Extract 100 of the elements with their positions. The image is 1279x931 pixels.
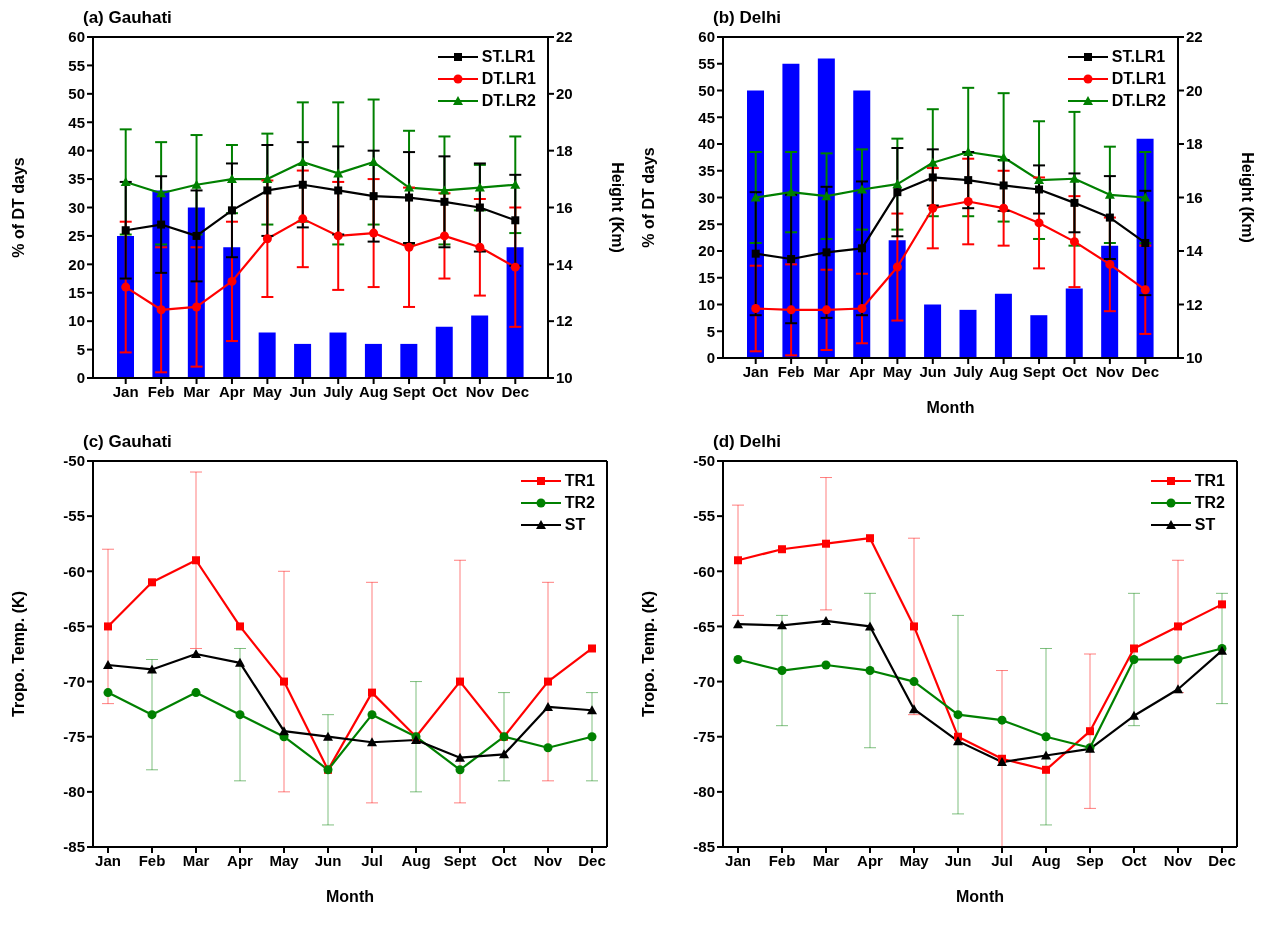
y2-tick-label: 22 bbox=[1186, 28, 1203, 46]
legend-label: TR2 bbox=[1194, 494, 1225, 512]
y-axis-title: Tropo. Temp. (K) bbox=[9, 591, 27, 717]
legend-label: TR1 bbox=[564, 472, 595, 490]
y-tick-label: 15 bbox=[698, 269, 715, 287]
x-tick-label: Jul bbox=[991, 851, 1013, 869]
legend-label: TR2 bbox=[564, 494, 595, 512]
y-tick-label: 30 bbox=[68, 198, 85, 216]
y-tick-label: 10 bbox=[68, 312, 85, 330]
y-tick-label: -80 bbox=[63, 783, 85, 801]
y-tick-label: -85 bbox=[693, 838, 715, 856]
y-tick-label: 0 bbox=[76, 369, 85, 387]
y2-tick-label: 12 bbox=[556, 312, 573, 330]
x-tick-label: July bbox=[953, 362, 984, 380]
x-axis-title: Month bbox=[956, 888, 1004, 905]
x-tick-label: Feb bbox=[138, 851, 166, 869]
y2-tick-label: 18 bbox=[556, 141, 573, 159]
x-tick-label: Aug bbox=[401, 851, 431, 869]
y2-tick-label: 10 bbox=[1186, 349, 1203, 367]
y-tick-label: 5 bbox=[76, 340, 85, 358]
x-tick-label: Jan bbox=[742, 362, 769, 380]
x-tick-label: Apr bbox=[857, 851, 884, 869]
y2-axis-title: Height (Km) bbox=[1239, 152, 1257, 243]
x-tick-label: Jun bbox=[919, 362, 947, 380]
x-tick-label: Sep bbox=[1076, 851, 1104, 869]
y-tick-label: -70 bbox=[63, 672, 85, 690]
x-tick-label: Mar bbox=[812, 851, 840, 869]
x-tick-label: May bbox=[899, 851, 930, 869]
legend-label: ST bbox=[1194, 516, 1216, 534]
y2-tick-label: 16 bbox=[556, 198, 573, 216]
y-tick-label: 40 bbox=[698, 135, 715, 153]
legend-label: ST.LR1 bbox=[1111, 48, 1166, 66]
x-tick-label: Feb bbox=[777, 362, 805, 380]
y-tick-label: 45 bbox=[698, 108, 715, 126]
x-axis-title: Month bbox=[926, 399, 975, 416]
y-tick-label: 50 bbox=[698, 81, 715, 99]
y-tick-label: -55 bbox=[693, 507, 715, 525]
x-tick-label: Feb bbox=[768, 851, 796, 869]
chart-title: (d) Delhi bbox=[713, 432, 782, 452]
y2-tick-label: 16 bbox=[1186, 188, 1203, 206]
y-tick-label: 25 bbox=[698, 215, 715, 233]
x-tick-label: Nov bbox=[1163, 851, 1193, 869]
y-tick-label: -50 bbox=[63, 452, 85, 470]
x-tick-label: Apr bbox=[849, 362, 876, 380]
y-tick-label: -85 bbox=[63, 838, 85, 856]
x-tick-label: Jul bbox=[361, 851, 383, 869]
y-tick-label: 10 bbox=[698, 295, 715, 313]
y-tick-label: 0 bbox=[706, 349, 715, 367]
legend-label: ST bbox=[564, 516, 586, 534]
y-axis-title: % of DT days bbox=[9, 157, 27, 258]
y-tick-label: 55 bbox=[698, 55, 715, 73]
y2-tick-label: 18 bbox=[1186, 135, 1203, 153]
x-tick-label: Apr bbox=[227, 851, 254, 869]
x-tick-label: Jun bbox=[944, 851, 972, 869]
x-tick-label: Jan bbox=[95, 851, 121, 869]
y2-tick-label: 20 bbox=[1186, 81, 1203, 99]
y-tick-label: -75 bbox=[693, 728, 715, 746]
x-tick-label: Jan bbox=[725, 851, 751, 869]
y-tick-label: 30 bbox=[698, 188, 715, 206]
x-tick-label: Mar bbox=[183, 382, 211, 400]
x-tick-label: Aug bbox=[1031, 851, 1061, 869]
y-tick-label: -65 bbox=[63, 617, 85, 635]
x-tick-label: July bbox=[323, 382, 354, 400]
x-tick-label: Nov bbox=[465, 382, 495, 400]
x-tick-label: Apr bbox=[219, 382, 246, 400]
y2-tick-label: 14 bbox=[1186, 242, 1204, 260]
y-tick-label: 45 bbox=[68, 113, 85, 131]
x-tick-label: Jun bbox=[289, 382, 317, 400]
y-tick-label: 25 bbox=[68, 227, 85, 245]
x-tick-label: Oct bbox=[1061, 362, 1087, 380]
y-tick-label: 5 bbox=[706, 322, 715, 340]
y-tick-label: 20 bbox=[698, 242, 715, 260]
y-tick-label: -50 bbox=[693, 452, 715, 470]
y-tick-label: 60 bbox=[698, 28, 715, 46]
x-tick-label: Nov bbox=[533, 851, 563, 869]
x-tick-label: Sept bbox=[1022, 362, 1056, 380]
y2-tick-label: 14 bbox=[556, 255, 574, 273]
legend-label: DT.LR1 bbox=[1111, 70, 1166, 88]
x-tick-label: Dec bbox=[1208, 851, 1236, 869]
y2-axis-title: Height (Km) bbox=[609, 162, 627, 253]
y-tick-label: 50 bbox=[68, 85, 85, 103]
y-tick-label: 35 bbox=[68, 170, 85, 188]
x-tick-label: Dec bbox=[578, 851, 606, 869]
y2-tick-label: 10 bbox=[556, 369, 573, 387]
y2-tick-label: 12 bbox=[1186, 295, 1203, 313]
x-axis-title: Month bbox=[326, 888, 374, 905]
x-tick-label: Feb bbox=[147, 382, 175, 400]
chart-title: (b) Delhi bbox=[713, 8, 782, 28]
y-tick-label: 40 bbox=[68, 141, 85, 159]
x-tick-label: Mar bbox=[182, 851, 210, 869]
x-tick-label: Oct bbox=[491, 851, 517, 869]
x-tick-label: Jun bbox=[314, 851, 342, 869]
legend-label: DT.LR2 bbox=[481, 92, 536, 110]
legend-label: DT.LR2 bbox=[1111, 92, 1166, 110]
y-tick-label: 55 bbox=[68, 56, 85, 74]
chart-title: (a) Gauhati bbox=[83, 8, 173, 28]
y-tick-label: 60 bbox=[68, 28, 85, 46]
y-tick-label: -60 bbox=[693, 562, 715, 580]
y-tick-label: -55 bbox=[63, 507, 85, 525]
x-tick-label: Dec bbox=[501, 382, 530, 400]
